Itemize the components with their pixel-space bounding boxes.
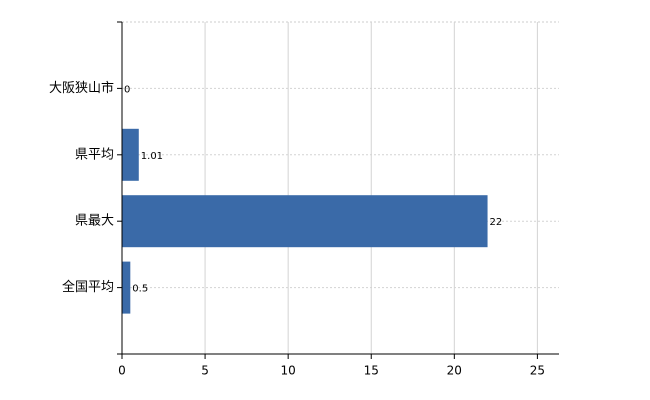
y-tick-label: 大阪狭山市 bbox=[49, 80, 114, 96]
y-tick-label: 全国平均 bbox=[62, 279, 114, 295]
x-tick-label: 10 bbox=[281, 364, 296, 378]
y-tick-label: 県最大 bbox=[75, 214, 114, 229]
y-tick-label: 県平均 bbox=[75, 147, 114, 162]
bar bbox=[122, 195, 488, 248]
value-label: 0 bbox=[124, 84, 130, 95]
x-tick-label: 0 bbox=[118, 364, 126, 378]
value-label: 0.5 bbox=[132, 284, 148, 295]
x-tick-label: 25 bbox=[530, 364, 545, 378]
bar bbox=[122, 128, 139, 181]
x-tick-label: 5 bbox=[201, 364, 209, 378]
x-tick-label: 20 bbox=[447, 364, 462, 378]
value-label: 1.01 bbox=[141, 151, 163, 162]
bar bbox=[122, 261, 131, 314]
x-tick-label: 15 bbox=[364, 364, 379, 378]
value-label: 22 bbox=[490, 217, 503, 228]
